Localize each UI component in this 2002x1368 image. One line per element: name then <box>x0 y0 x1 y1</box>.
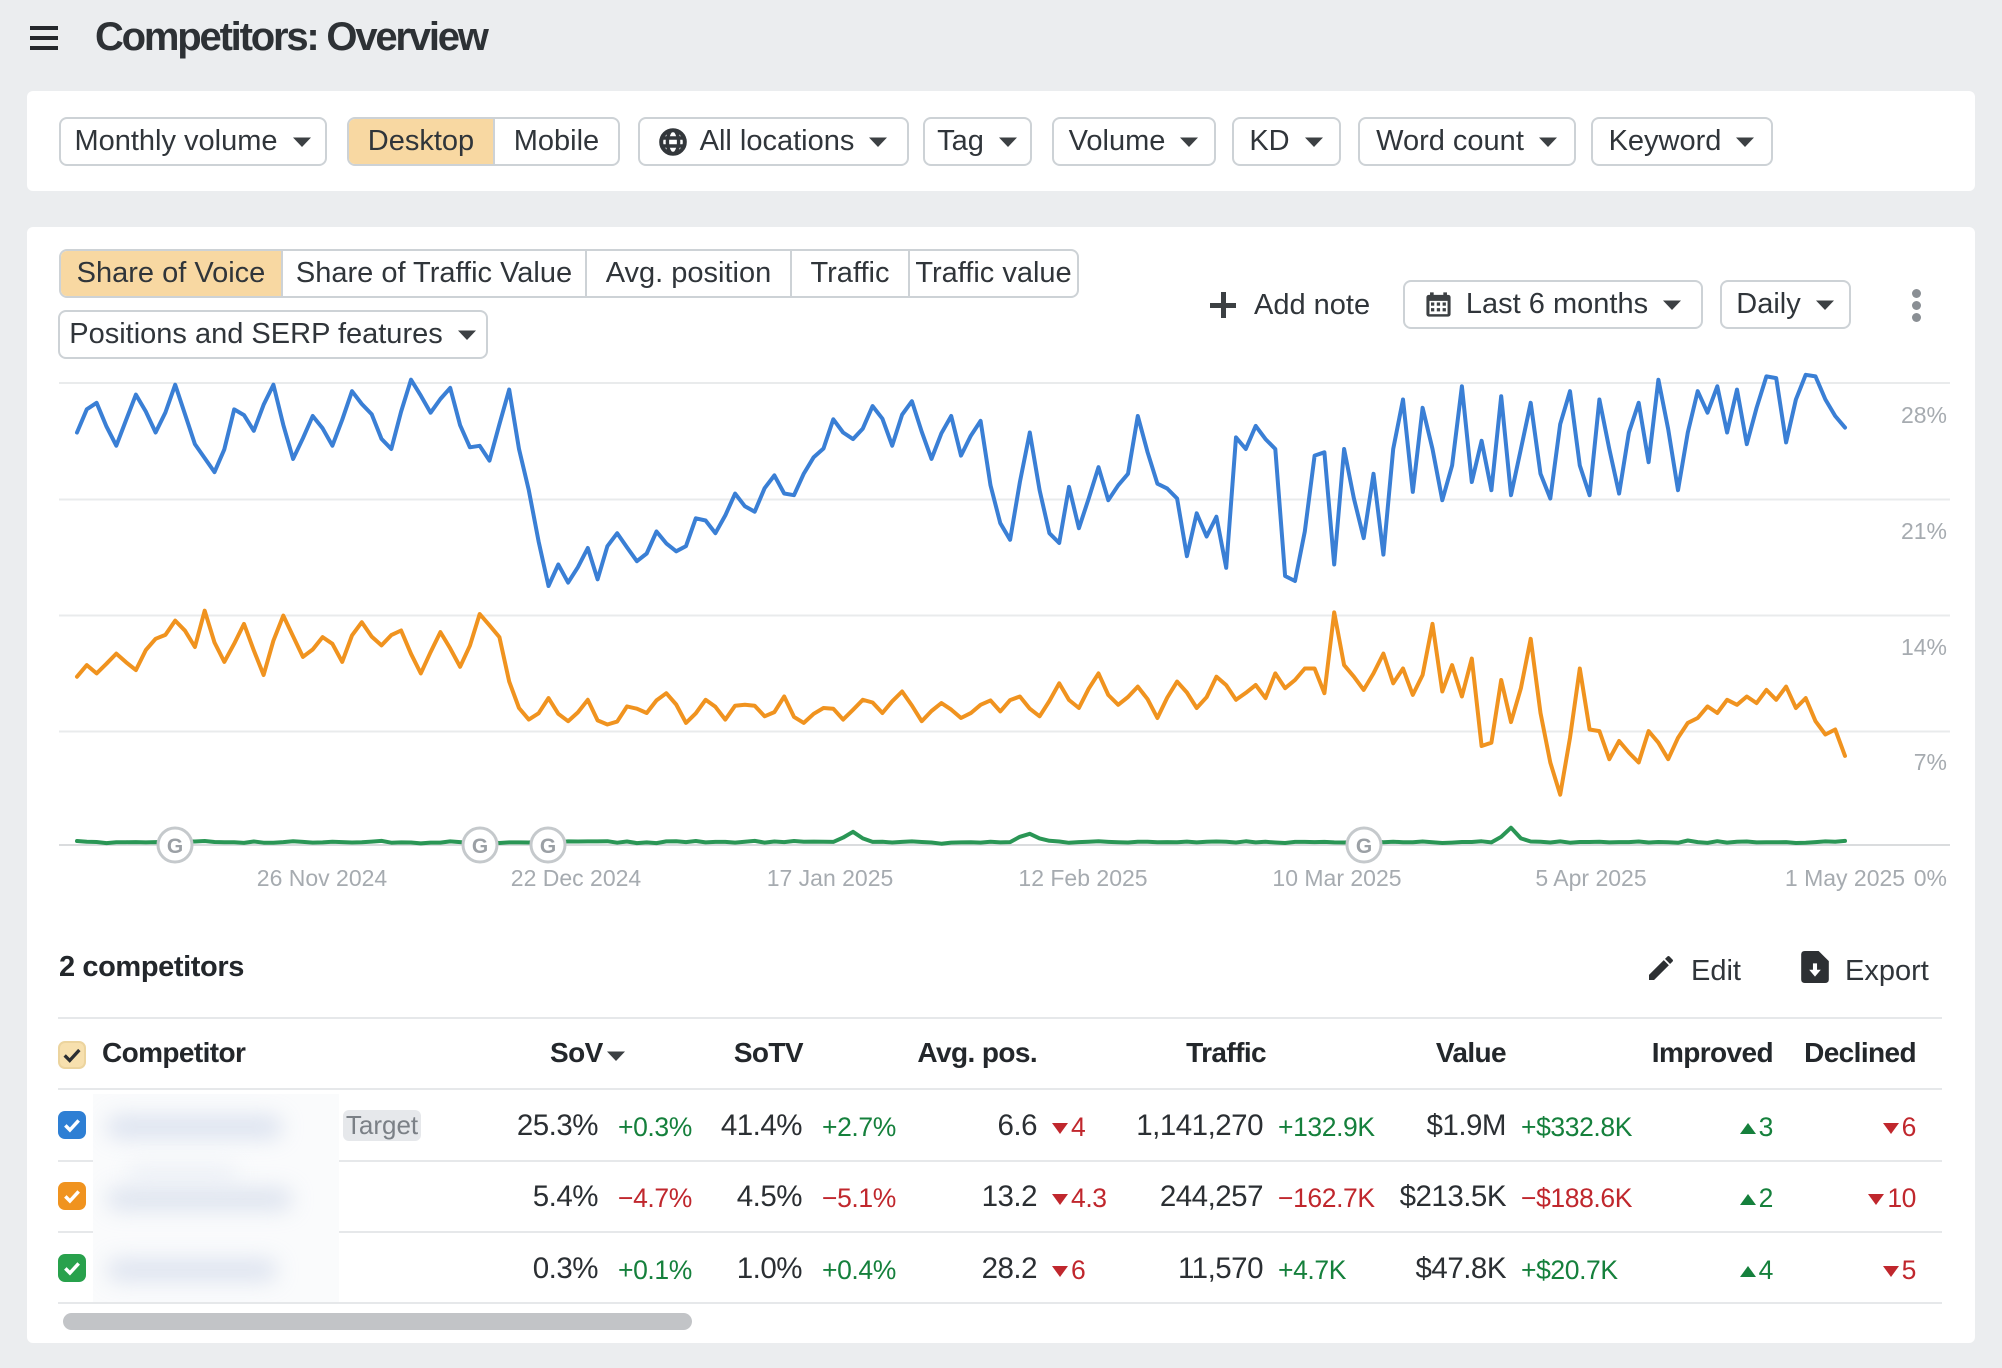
svg-text:14%: 14% <box>1901 634 1947 660</box>
svg-text:G: G <box>540 835 556 858</box>
svg-text:10 Mar 2025: 10 Mar 2025 <box>1272 865 1401 891</box>
svg-text:5 Apr 2025: 5 Apr 2025 <box>1535 865 1646 891</box>
svg-text:0%: 0% <box>1914 865 1947 891</box>
svg-text:22 Dec 2024: 22 Dec 2024 <box>511 865 642 891</box>
svg-text:28%: 28% <box>1901 402 1947 428</box>
svg-text:21%: 21% <box>1901 518 1947 544</box>
svg-text:7%: 7% <box>1914 749 1947 775</box>
svg-text:17 Jan 2025: 17 Jan 2025 <box>767 865 894 891</box>
svg-text:1 May 2025: 1 May 2025 <box>1785 865 1905 891</box>
svg-text:G: G <box>167 835 183 858</box>
svg-text:12 Feb 2025: 12 Feb 2025 <box>1018 865 1147 891</box>
svg-text:G: G <box>1356 835 1372 858</box>
svg-text:26 Nov 2024: 26 Nov 2024 <box>257 865 388 891</box>
svg-text:G: G <box>472 835 488 858</box>
